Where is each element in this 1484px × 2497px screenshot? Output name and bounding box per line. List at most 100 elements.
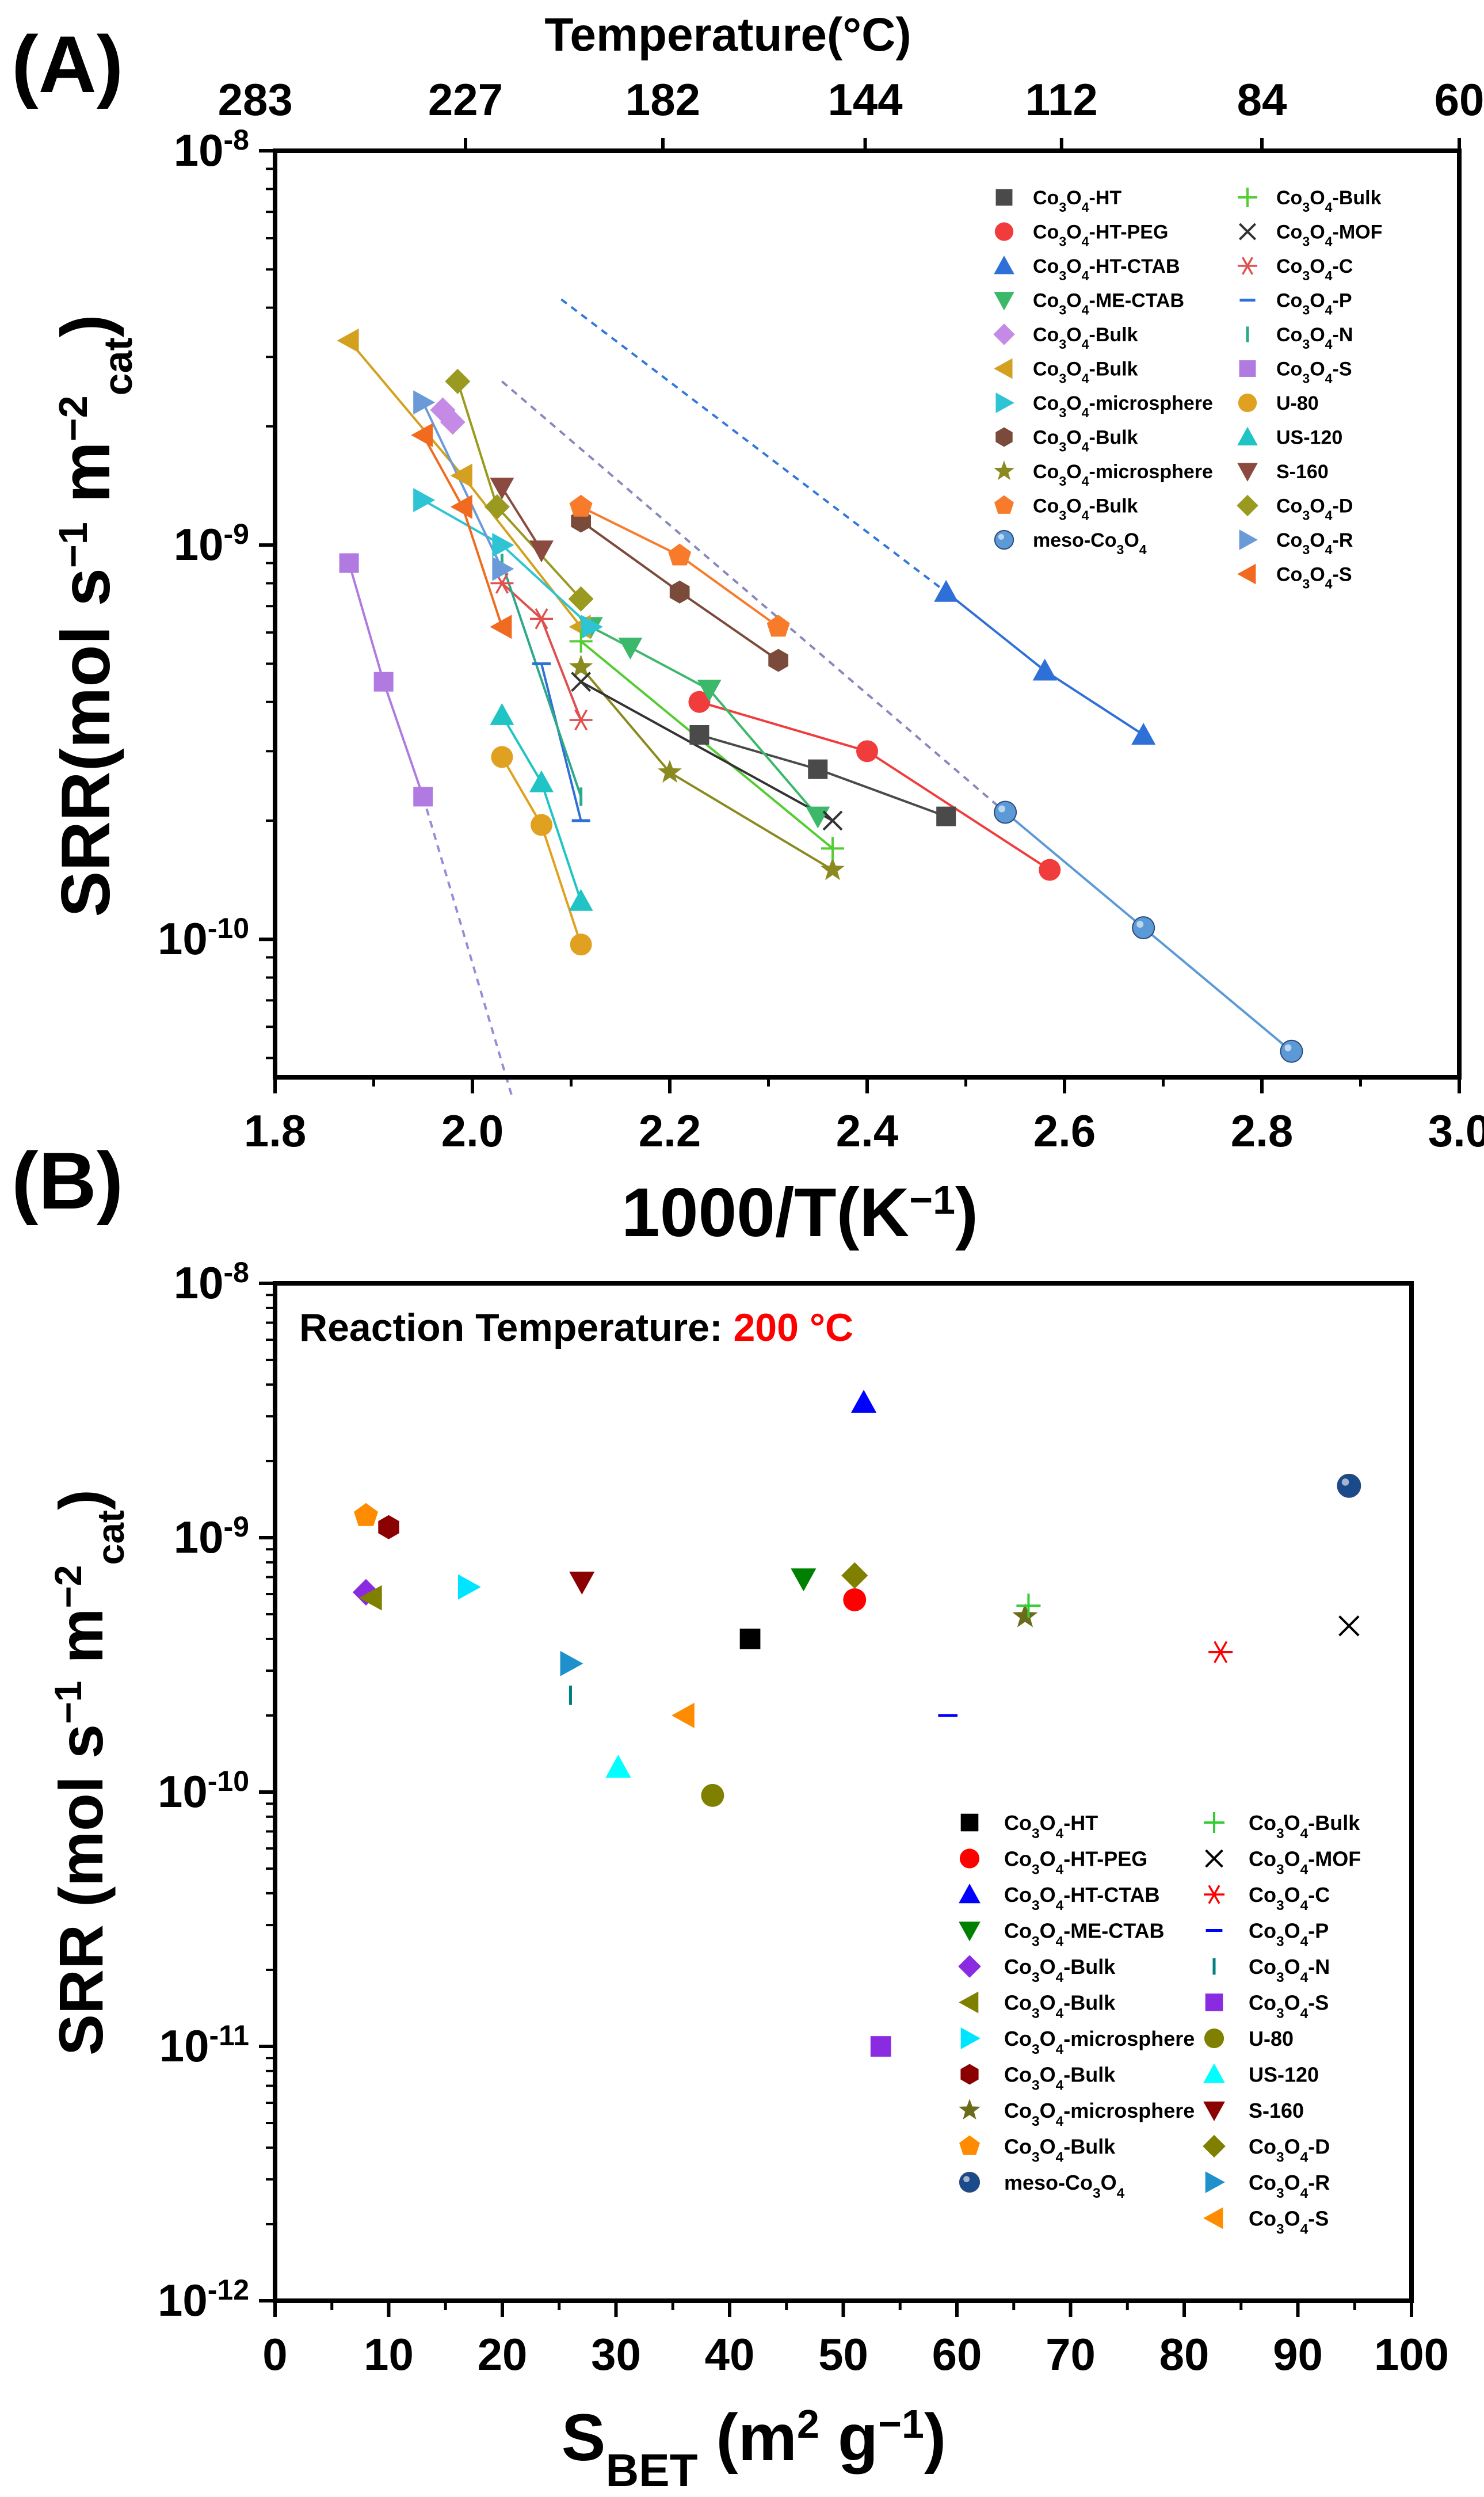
a-legend-marker-co3o4-microsphere-8: [994, 460, 1014, 481]
b-legend-marker-meso-co3o4-10-highlight: [963, 2176, 970, 2183]
a-legend-label-0: Co3O4-HT: [1033, 187, 1121, 215]
a-series-line-co3o4-mof-12: [580, 680, 833, 822]
a-series-line-us-120-18: [501, 714, 582, 902]
a-point-s-160-19-1: [529, 540, 554, 563]
a-point-co3o4-c-13-1: [530, 608, 554, 630]
a-legend-label-6: Co3O4-microsphere: [1033, 392, 1213, 420]
b-legend-marker-co3o4-bulk-11: [1204, 1812, 1224, 1833]
a-series-line-co3o4-d-20: [456, 381, 582, 600]
a-point-meso-co3o4-10-0-highlight: [998, 805, 1006, 813]
a-legend-marker-co3o4-s-16: [1239, 360, 1256, 377]
b-x-tick-label: 100: [1374, 2329, 1449, 2380]
panel-a-label: (A): [12, 19, 123, 109]
a-point-s-160-19-0: [490, 478, 514, 500]
b-x-tick-label: 80: [1159, 2329, 1210, 2380]
b-point-co3o4-ht-peg-1-0: [843, 1588, 867, 1611]
a-legend-label-22: Co3O4-S: [1276, 564, 1352, 592]
b-x-tick-label: 60: [932, 2329, 982, 2380]
b-point-co3o4-c-13-0: [1208, 1641, 1233, 1663]
b-y-tick-label: 10-11: [159, 2019, 249, 2071]
a-point-u-80-17-1: [531, 814, 553, 836]
b-x-tick-label: 0: [262, 2329, 287, 2380]
a-point-co3o4-bulk-5-1: [450, 463, 472, 488]
panel-a-series-lines: [348, 340, 1292, 1053]
b-legend-label-11: Co3O4-Bulk: [1249, 1811, 1360, 1842]
a-point-meso-co3o4-10-1: [1132, 916, 1155, 940]
a-point-meso-co3o4-10-2: [1280, 1039, 1303, 1063]
a-trend-line-0: [560, 298, 947, 593]
panel-b-legend: Co3O4-HT Co3O4-HT-PEG Co3O4-HT-CTAB Co3O4-M…: [958, 1811, 1361, 2237]
a-legend-marker-co3o4-me-ctab-3: [994, 292, 1014, 311]
a-series-line-co3o4-me-ctab-3: [590, 626, 819, 817]
panel-a-x-axis-title: 1000/T(K−1): [621, 1174, 978, 1251]
a-legend-label-18: US-120: [1276, 427, 1342, 449]
a-point-co3o4-s-22-0: [411, 423, 433, 448]
a-point-co3o4-d-20-1: [484, 494, 510, 520]
a-legend-marker-co3o4-ht-peg-1: [994, 222, 1014, 241]
b-legend-marker-meso-co3o4-10: [959, 2171, 981, 2193]
b-point-s-160-19-0: [569, 1572, 595, 1595]
a-legend-marker-co3o4-bulk-5: [994, 358, 1013, 379]
a-point-co3o4-microsphere-6-2: [581, 615, 603, 639]
b-point-co3o4-bulk-7-0: [378, 1515, 399, 1539]
a-legend-marker-co3o4-s-22: [1237, 563, 1256, 585]
a-legend-label-21: Co3O4-R: [1276, 529, 1353, 557]
a-point-meso-co3o4-10-0: [994, 800, 1017, 824]
b-point-co3o4-ht-ctab-2-0: [851, 1390, 877, 1413]
a-point-co3o4-ht-ctab-2-0: [934, 580, 959, 602]
a-point-co3o4-bulk-7-2: [768, 649, 788, 672]
a-point-co3o4-me-ctab-3-2: [697, 680, 722, 702]
a-legend-label-13: Co3O4-C: [1276, 256, 1353, 283]
a-point-meso-co3o4-10-1-highlight: [1136, 921, 1144, 928]
b-x-tick-label: 20: [478, 2329, 528, 2380]
a-legend-marker-co3o4-bulk-4: [993, 323, 1015, 345]
b-point-co3o4-mof-12-0: [1338, 1615, 1360, 1637]
b-point-co3o4-microsphere-6-0: [457, 1574, 481, 1600]
a-point-co3o4-microsphere-6-0: [413, 488, 436, 512]
b-point-meso-co3o4-10-0: [1337, 1473, 1361, 1498]
a-legend-label-14: Co3O4-P: [1276, 290, 1352, 318]
panel-a-legend: Co3O4-HT Co3O4-HT-PEG Co3O4-HT-CTAB Co3O4-M…: [993, 187, 1382, 592]
a-legend-marker-us-120-18: [1237, 426, 1258, 445]
a-point-co3o4-bulk-4-1: [440, 409, 466, 435]
a-point-co3o4-ht-0-0: [689, 725, 709, 745]
a-point-co3o4-ht-ctab-2-1: [1032, 658, 1057, 681]
a-point-co3o4-d-20-0: [445, 368, 471, 394]
a-x-tick-label: 2.2: [639, 1105, 701, 1156]
a-legend-label-20: Co3O4-D: [1276, 495, 1353, 523]
a-legend-label-1: Co3O4-HT-PEG: [1033, 222, 1168, 249]
a-y-tick-label: 10-9: [174, 518, 249, 570]
panel-b-markers: [352, 1390, 1361, 2057]
panel-a: (A) Temperature(°C) 1.8 2.0 2.2 2.4 2.6 2.8 3.…: [12, 9, 1484, 1251]
panel-b-y-axis-title: SRR (mol s−1 m−2cat): [46, 1489, 132, 2056]
b-legend-marker-co3o4-microsphere-8: [959, 2099, 981, 2119]
a-point-co3o4-s-22-2: [490, 615, 512, 639]
a-top-tick-label: 84: [1237, 74, 1287, 125]
b-legend-label-19: S-160: [1249, 2099, 1304, 2122]
a-point-u-80-17-2: [570, 933, 592, 956]
b-legend-marker-co3o4-mof-12: [1205, 1849, 1223, 1868]
panel-b-x-axis-title: SBET (m2 g−1): [562, 2401, 946, 2496]
a-point-co3o4-ht-0-1: [808, 759, 828, 779]
b-legend-marker-co3o4-bulk-7: [960, 2064, 979, 2085]
b-x-tick-label: 70: [1046, 2329, 1096, 2380]
a-point-co3o4-bulk-5-0: [337, 328, 359, 353]
a-legend-marker-meso-co3o4-10: [994, 529, 1014, 550]
b-legend-label-1: Co3O4-HT-PEG: [1004, 1847, 1147, 1878]
b-point-co3o4-bulk-5-0: [358, 1585, 382, 1611]
a-point-co3o4-c-13-2: [569, 709, 593, 731]
b-x-tick-label: 10: [364, 2329, 414, 2380]
b-legend-label-21: Co3O4-R: [1249, 2171, 1330, 2201]
b-point-co3o4-ht-0-0: [739, 1629, 761, 1649]
a-x-tick-label: 2.4: [836, 1105, 898, 1156]
a-point-us-120-18-0: [490, 703, 514, 725]
a-point-u-80-17-0: [491, 746, 513, 768]
a-series-line-co3o4-bulk-9: [580, 505, 779, 628]
b-legend-label-0: Co3O4-HT: [1004, 1811, 1098, 1842]
b-x-tick-label: 40: [705, 2329, 755, 2380]
a-point-co3o4-ht-0-2: [936, 806, 956, 826]
a-point-co3o4-microsphere-8-1: [658, 760, 682, 783]
a-point-co3o4-ht-ctab-2-2: [1131, 723, 1156, 745]
a-legend-marker-co3o4-bulk-11: [1238, 188, 1257, 207]
b-legend-label-3: Co3O4-ME-CTAB: [1004, 1919, 1165, 1950]
